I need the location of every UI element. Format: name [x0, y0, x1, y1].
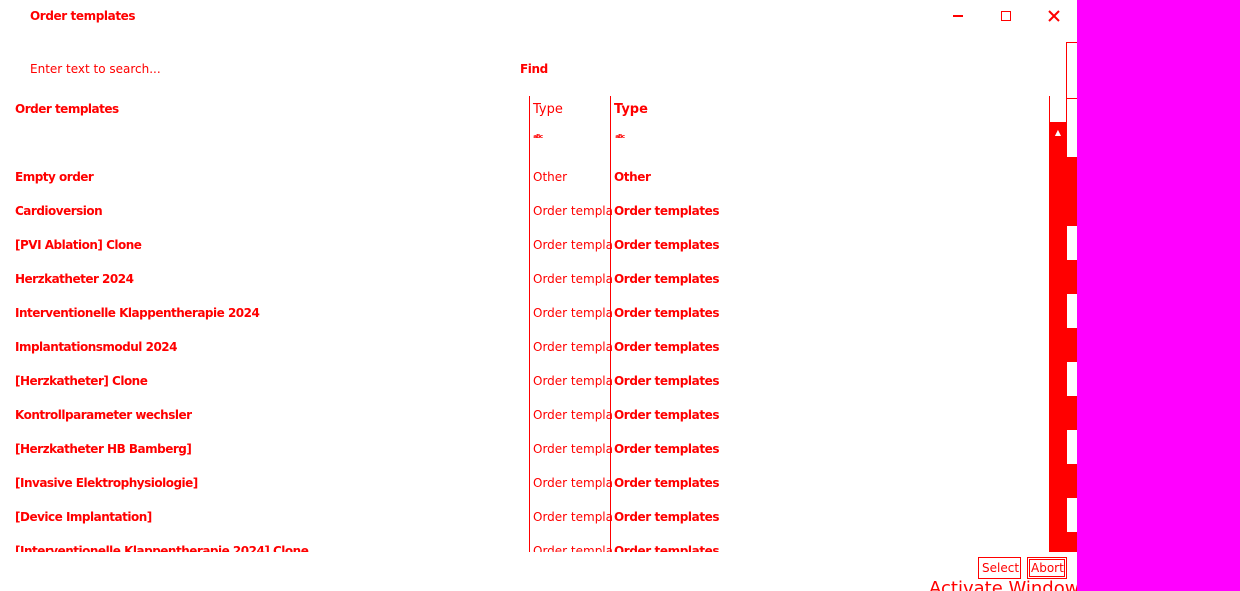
table-row[interactable]: Interventionelle Klappentherapie 2024 Ord… — [0, 296, 1050, 330]
table-row[interactable]: Implantationsmodul 2024 Order templatesOr… — [0, 330, 1050, 364]
chevron-up-icon[interactable]: ▲ — [1049, 122, 1067, 142]
column-header-type[interactable]: Type — [533, 102, 563, 117]
column-divider[interactable] — [529, 96, 530, 552]
templates-grid: Order templates Type Type ᵃᴮᶜ ᵃᴮᶜ Empty … — [0, 96, 1050, 552]
scrollbar-segment — [1067, 464, 1077, 498]
cell-type: Order templates — [533, 408, 612, 422]
cell-template-name: Herzkatheter 2024 — [15, 272, 134, 286]
cell-type: Order templates — [533, 374, 612, 388]
scrollbar-segment — [1067, 532, 1077, 552]
cell-template-name: [PVI Ablation] Clone — [15, 238, 142, 252]
cell-template-name: Kontrollparameter wechsler — [15, 408, 192, 422]
table-row[interactable]: Empty order Other Other — [0, 160, 1050, 194]
minimize-icon — [953, 15, 963, 17]
cell-type-secondary: Order templates — [614, 510, 720, 524]
cell-template-name: Interventionelle Klappentherapie 2024 — [15, 306, 260, 320]
cell-type-secondary: Order templates — [614, 204, 720, 218]
minimize-button[interactable] — [943, 4, 973, 28]
rail-mark — [1067, 98, 1077, 99]
cell-type-secondary: Other — [614, 170, 651, 184]
scrollbar-rail — [1066, 42, 1077, 123]
table-row[interactable]: [Interventionelle Klappentherapie 2024] … — [0, 534, 1050, 552]
window-title: Order templates — [30, 9, 136, 23]
cell-type-secondary: Order templates — [614, 476, 720, 490]
cell-template-name: [Invasive Elektrophysiologie] — [15, 476, 198, 490]
column-divider[interactable] — [610, 96, 611, 552]
cell-type-secondary: Order templates — [614, 544, 720, 552]
filter-abc-icon[interactable]: ᵃᴮᶜ — [533, 134, 543, 144]
cell-type-secondary: Order templates — [614, 340, 720, 354]
scrollbar-segment — [1067, 157, 1077, 226]
column-divider[interactable] — [1049, 96, 1050, 122]
activate-windows-watermark: Activate Windows — [929, 578, 1077, 591]
filter-abc-icon[interactable]: ᵃᴮᶜ — [615, 134, 625, 144]
cell-template-name: [Interventionelle Klappentherapie 2024] … — [15, 544, 309, 552]
column-header-name[interactable]: Order templates — [15, 102, 119, 116]
maximize-icon — [1001, 11, 1011, 21]
table-row[interactable]: [Herzkatheter] Clone Order templatesOrder… — [0, 364, 1050, 398]
abort-button[interactable]: Abort — [1027, 557, 1067, 579]
cell-template-name: [Herzkatheter] Clone — [15, 374, 148, 388]
select-button[interactable]: Select — [978, 557, 1021, 579]
maximize-button[interactable] — [991, 4, 1021, 28]
cell-type-secondary: Order templates — [614, 272, 720, 286]
cell-template-name: Implantationsmodul 2024 — [15, 340, 178, 354]
cell-type-secondary: Order templates — [614, 374, 720, 388]
table-row[interactable]: [Device Implantation] Order templatesOrde… — [0, 500, 1050, 534]
search-input[interactable] — [26, 58, 504, 80]
cell-type: Order templates — [533, 476, 612, 490]
scrollbar-segment — [1067, 328, 1077, 362]
cell-type: Order templates — [533, 238, 612, 252]
cell-type: Order templates — [533, 272, 612, 286]
side-panel — [1077, 0, 1240, 591]
cell-type-secondary: Order templates — [614, 238, 720, 252]
scrollbar-segment — [1067, 260, 1077, 294]
vertical-scrollbar[interactable]: ▲ — [1049, 122, 1077, 552]
cell-type: Order templates — [533, 544, 612, 552]
find-button[interactable]: Find — [520, 62, 548, 76]
scrollbar-track[interactable] — [1049, 142, 1067, 552]
cell-type-secondary: Order templates — [614, 306, 720, 320]
cell-type: Other — [533, 170, 568, 184]
cell-template-name: [Herzkatheter HB Bamberg] — [15, 442, 192, 456]
cell-type-secondary: Order templates — [614, 408, 720, 422]
cell-type: Order templates — [533, 306, 612, 320]
close-button[interactable] — [1039, 4, 1069, 28]
table-row[interactable]: [Herzkatheter HB Bamberg] Order templates… — [0, 432, 1050, 466]
table-row[interactable]: Kontrollparameter wechsler Order template… — [0, 398, 1050, 432]
cell-type: Order templates — [533, 340, 612, 354]
cell-template-name: [Device Implantation] — [15, 510, 152, 524]
scrollbar-segment — [1067, 396, 1077, 430]
cell-template-name: Cardioversion — [15, 204, 103, 218]
table-row[interactable]: Herzkatheter 2024 Order templatesOrder te… — [0, 262, 1050, 296]
cell-type: Order templates — [533, 204, 612, 218]
cell-template-name: Empty order — [15, 170, 94, 184]
table-row[interactable]: Cardioversion Order templatesOrder templa… — [0, 194, 1050, 228]
table-row[interactable]: [Invasive Elektrophysiologie] Order templ… — [0, 466, 1050, 500]
cell-type: Order templates — [533, 442, 612, 456]
close-icon — [1048, 10, 1060, 22]
cell-type-secondary: Order templates — [614, 442, 720, 456]
table-row[interactable]: [PVI Ablation] Clone Order templatesOrder… — [0, 228, 1050, 262]
cell-type: Order templates — [533, 510, 612, 524]
column-header-type-secondary[interactable]: Type — [614, 102, 648, 117]
